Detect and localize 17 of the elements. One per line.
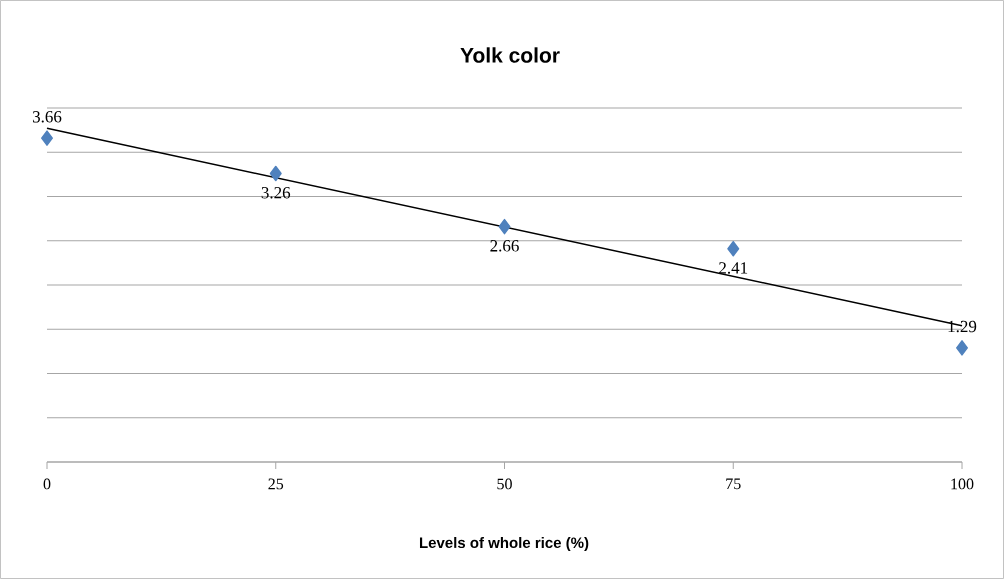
data-label: 3.26 — [261, 187, 291, 199]
x-tick-label: 0 — [43, 478, 51, 490]
x-axis-title: Levels of whole rice (%) — [419, 537, 589, 551]
x-tick-label: 75 — [726, 478, 741, 490]
x-tick-label: 50 — [497, 478, 512, 490]
data-label: 2.66 — [490, 240, 519, 252]
data-label: 3.66 — [32, 111, 62, 123]
point — [727, 240, 740, 257]
data-label: 2.41 — [719, 262, 748, 274]
point — [41, 130, 53, 146]
point — [269, 165, 282, 182]
point — [498, 218, 511, 235]
chart-title: Yolk color — [460, 47, 560, 63]
data-label: 1.29 — [948, 320, 977, 333]
point — [956, 340, 969, 356]
x-tick-label: 25 — [268, 478, 284, 490]
x-tick-label: 100 — [951, 478, 974, 490]
